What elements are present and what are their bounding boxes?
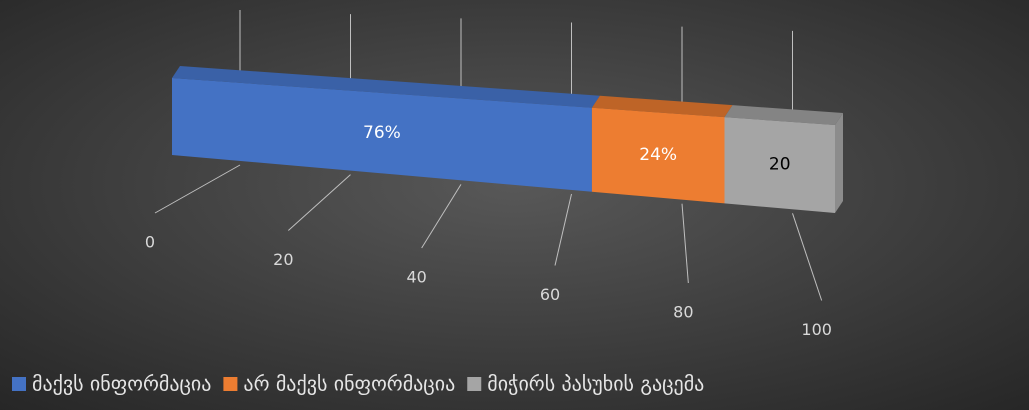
legend-swatch [223,377,238,391]
legend-swatch [12,377,26,391]
x-tick-label: 40 [406,268,426,287]
grid-line [154,164,241,214]
x-tick-label: 20 [273,250,293,269]
legend-label: მიჭირს პასუხის გაცემა [487,372,704,396]
grid-line [554,193,572,266]
data-label: 76% [363,123,401,143]
grid-line [421,184,462,249]
bar-top [172,66,600,108]
bar [724,117,835,213]
grid-line [792,213,823,301]
legend-label: არ მაქვს ინფორმაცია [243,372,455,396]
x-tick-label: 100 [801,320,832,339]
bar [172,78,592,192]
data-label: 20 [769,155,791,175]
bar [591,107,725,204]
x-tick-label: 60 [540,285,560,304]
bar-end [835,113,843,213]
data-label: 24% [639,145,677,165]
bar-top [591,95,733,118]
x-tick-label: 0 [145,233,155,252]
grid-line [287,174,351,231]
grid-line [681,203,689,284]
legend-label: მაქვს ინფორმაცია [32,372,211,396]
bar-top [724,105,843,125]
legend-swatch [467,377,482,391]
x-tick-label: 80 [673,303,693,322]
